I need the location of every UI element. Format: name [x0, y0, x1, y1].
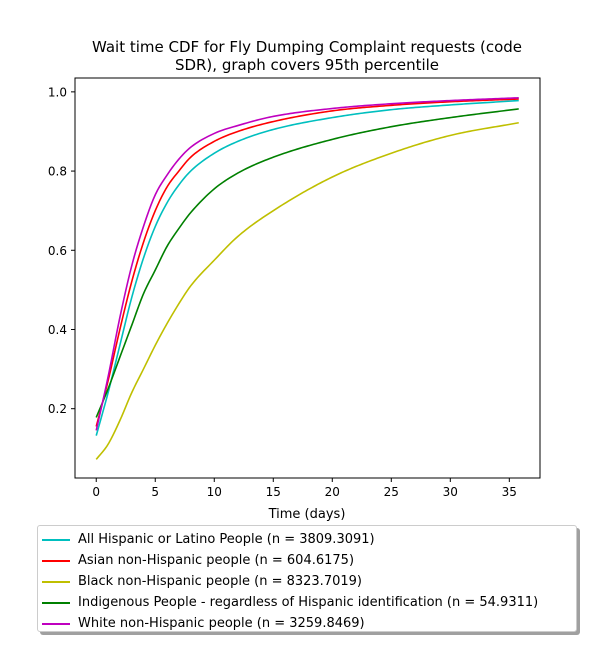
legend-label: Indigenous People - regardless of Hispan…	[78, 595, 539, 610]
series-layer	[95, 97, 519, 460]
chart-title-line-1: Wait time CDF for Fly Dumping Complaint …	[92, 38, 522, 56]
x-tick-label: 20	[325, 485, 340, 499]
x-tick-label: 30	[443, 485, 458, 499]
legend-label: White non-Hispanic people (n = 3259.8469…	[78, 616, 365, 631]
legend: All Hispanic or Latino People (n = 3809.…	[37, 525, 577, 632]
legend-item: Indigenous People - regardless of Hispan…	[38, 592, 576, 613]
y-tick-label: 1.0	[48, 85, 67, 99]
legend-item: Black non-Hispanic people (n = 8323.7019…	[38, 571, 576, 592]
y-tick-label: 0.8	[48, 165, 67, 179]
legend-label: Black non-Hispanic people (n = 8323.7019…	[78, 574, 362, 589]
legend-item: White non-Hispanic people (n = 3259.8469…	[38, 613, 576, 634]
legend-item: Asian non-Hispanic people (n = 604.6175)	[38, 550, 576, 571]
y-axis: 0.2 0.4 0.6 0.8 1.0	[48, 85, 75, 416]
series-line-3	[95, 108, 519, 418]
x-tick-label: 25	[384, 485, 399, 499]
legend-swatch	[42, 622, 70, 625]
series-line-2	[95, 121, 519, 460]
plot-frame	[74, 77, 541, 479]
legend-swatch	[42, 538, 70, 541]
chart-title-line-2: SDR), graph covers 95th percentile	[175, 56, 439, 74]
y-tick-label: 0.2	[48, 402, 67, 416]
legend-swatch	[42, 580, 70, 583]
legend-label: All Hispanic or Latino People (n = 3809.…	[78, 532, 375, 547]
x-tick-label: 35	[502, 485, 517, 499]
y-tick-label: 0.6	[48, 244, 67, 258]
series-line-0	[95, 99, 519, 436]
x-axis-label: Time (days)	[268, 507, 346, 522]
y-tick-label: 0.4	[48, 323, 67, 337]
series-line-4	[95, 97, 519, 431]
x-tick-label: 0	[92, 485, 100, 499]
series-line-1	[95, 98, 519, 427]
legend-item: All Hispanic or Latino People (n = 3809.…	[38, 529, 576, 550]
x-tick-label: 10	[207, 485, 222, 499]
legend-swatch	[42, 559, 70, 562]
legend-label: Asian non-Hispanic people (n = 604.6175)	[78, 553, 355, 568]
x-tick-label: 5	[151, 485, 159, 499]
x-axis: 0 5 10 15 20 25 30 35	[92, 478, 517, 499]
x-tick-label: 15	[266, 485, 281, 499]
legend-swatch	[42, 601, 70, 604]
